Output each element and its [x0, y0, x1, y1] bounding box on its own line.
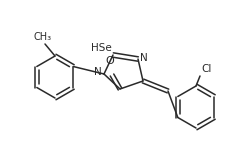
Text: CH₃: CH₃: [34, 32, 52, 42]
Text: HSe: HSe: [91, 43, 111, 53]
Text: N: N: [140, 53, 148, 63]
Text: O: O: [106, 56, 114, 66]
Text: Cl: Cl: [201, 64, 211, 74]
Text: N: N: [94, 67, 102, 77]
